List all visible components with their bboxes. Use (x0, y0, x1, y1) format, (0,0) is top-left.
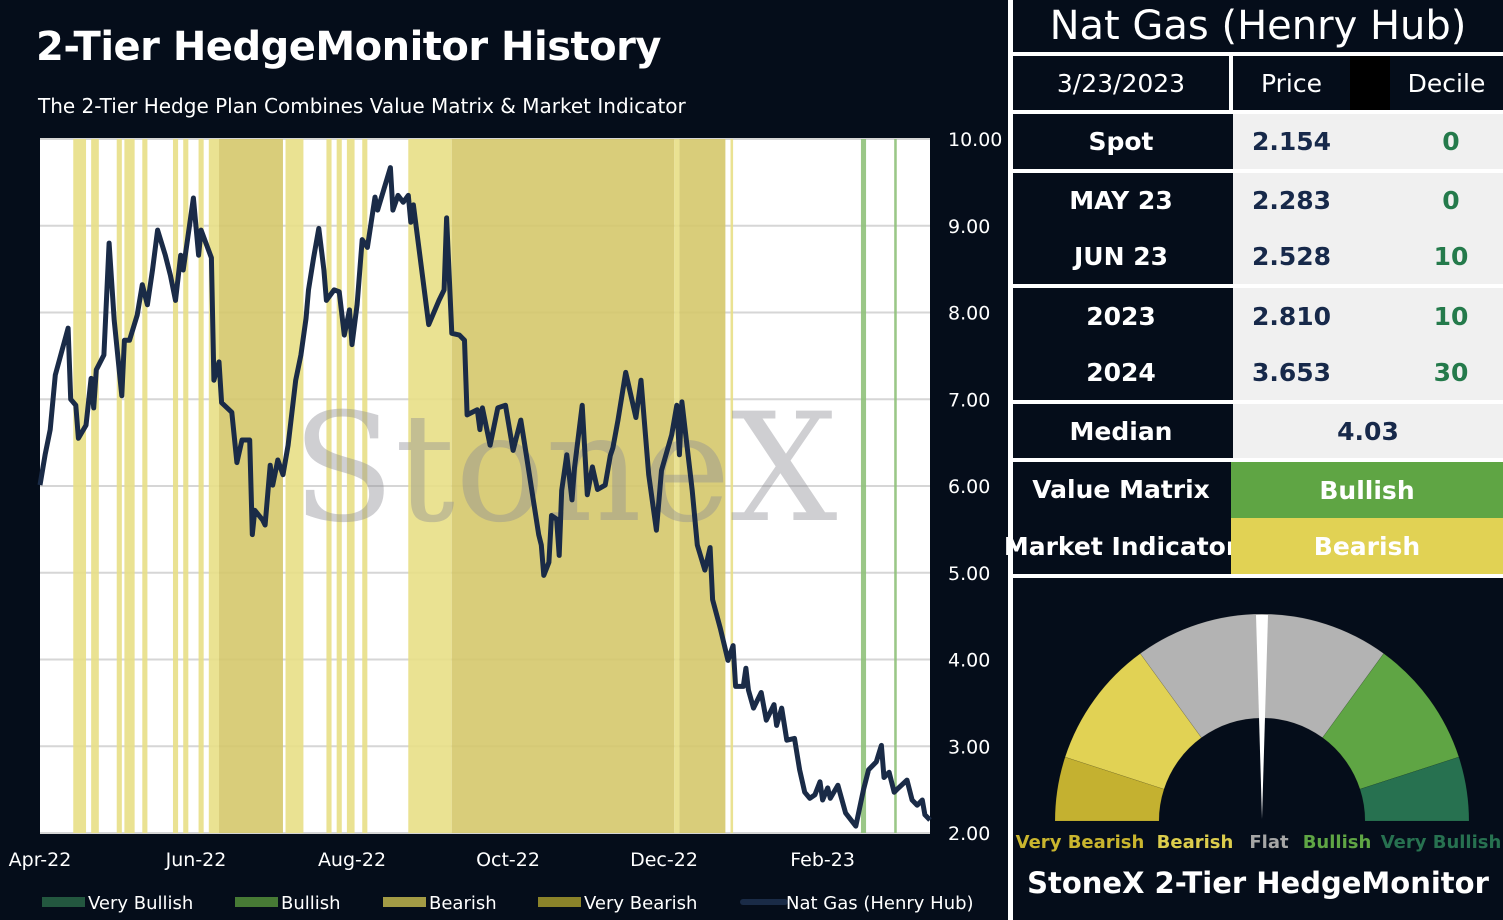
legend-swatch (538, 897, 581, 907)
y-tick-label: 2.00 (948, 823, 990, 845)
signal-band-bullish (894, 139, 897, 833)
panel-title: Nat Gas (Henry Hub) (1013, 0, 1503, 52)
price-jun23: 2.528 (1251, 242, 1332, 271)
median-value: 4.03 (1233, 404, 1503, 458)
x-tick-label: Dec-22 (630, 849, 698, 871)
market-indicator-status: Bearish (1231, 518, 1503, 574)
y-tick-label: 6.00 (948, 476, 990, 498)
y-tick-label: 7.00 (948, 389, 990, 411)
signal-band-bearish (183, 139, 189, 833)
legend-label: Nat Gas (Henry Hub) (786, 893, 974, 914)
legend-label: Very Bullish (88, 893, 193, 914)
summary-panel: Nat Gas (Henry Hub) 3/23/2023 Price Deci… (1004, 0, 1503, 920)
signal-band-bearish (198, 139, 204, 833)
decile-2024: 30 (1433, 357, 1469, 387)
price-header: Price (1233, 56, 1350, 110)
decile-header: Decile (1390, 56, 1503, 110)
row-label-jun23: JUN 23 (1013, 229, 1229, 284)
date-header: 3/23/2023 (1013, 56, 1229, 110)
row-label-may23: MAY 23 (1013, 173, 1229, 228)
x-tick-label: Feb-23 (790, 849, 855, 871)
signal-band-bearish (362, 139, 368, 833)
y-tick-label: 9.00 (948, 216, 990, 238)
gauge-segment-very-bullish (1359, 756, 1470, 822)
decile-spot: 0 (1442, 127, 1460, 156)
gauge-needle (1256, 615, 1268, 819)
signal-band-bearish (326, 139, 332, 833)
x-tick-label: Oct-22 (476, 849, 540, 871)
median-label: Median (1013, 404, 1229, 458)
gauge-label: Very Bullish (1381, 832, 1502, 853)
legend-swatch (42, 897, 85, 907)
gauge-segment-bearish (1064, 653, 1202, 790)
decile-2023: 10 (1433, 301, 1469, 331)
gauge-title: StoneX 2-Tier HedgeMonitor (1027, 866, 1489, 900)
legend-swatch (383, 897, 426, 907)
y-tick-label: 4.00 (948, 650, 990, 672)
y-tick-label: 3.00 (948, 736, 990, 758)
decile-may23: 0 (1442, 186, 1460, 215)
signal-band-bearish (124, 139, 135, 833)
signal-band-bearish (172, 139, 179, 833)
price-2024: 3.653 (1251, 357, 1332, 387)
signal-band-bearish (116, 139, 122, 833)
y-tick-label: 8.00 (948, 303, 990, 325)
row-label-spot: Spot (1013, 114, 1229, 169)
gauge-label: Bullish (1303, 832, 1372, 853)
gauge-segment-bullish (1322, 653, 1460, 790)
chart-title: 2-Tier HedgeMonitor History (36, 24, 661, 70)
market-indicator-label: Market Indicator (1004, 518, 1238, 574)
y-tick-label: 5.00 (948, 563, 990, 585)
signal-band-very-bearish (679, 139, 726, 833)
legend-label: Bearish (429, 893, 497, 914)
gauge-label: Flat (1249, 832, 1289, 853)
signal-band-bearish (142, 139, 148, 833)
signal-band-bearish (208, 139, 220, 833)
gauge-label: Very Bearish (1016, 832, 1145, 853)
legend-swatch (235, 897, 278, 907)
y-tick-label: 10.00 (948, 129, 1002, 151)
signal-band-bearish (91, 139, 99, 833)
history-chart-panel: StoneX 2.00 3.00 4.00 5.00 6.00 7.00 8.00 9.00 1… (8, 24, 1003, 914)
x-tick-label: Jun-22 (165, 849, 227, 871)
legend-label: Very Bearish (584, 893, 697, 914)
x-tick-label: Aug-22 (318, 849, 386, 871)
legend-label: Bullish (281, 893, 341, 914)
hedgemonitor-gauge: Very Bearish Bearish Flat Bullish Very Bulli… (1016, 613, 1502, 853)
signal-band-bearish (285, 139, 304, 833)
price-may23: 2.283 (1251, 186, 1332, 215)
signal-band-bearish (674, 139, 680, 833)
value-matrix-label: Value Matrix (1013, 462, 1229, 517)
gauge-label: Bearish (1157, 832, 1234, 853)
decile-jun23: 10 (1433, 242, 1469, 271)
price-2023: 2.810 (1251, 301, 1332, 331)
row-label-2023: 2023 (1013, 288, 1229, 344)
signal-band-bearish (73, 139, 87, 833)
history-chart: StoneX 2.003.004.005.006.007.008.009.001… (9, 129, 1003, 914)
row-label-2024: 2024 (1013, 344, 1229, 400)
value-matrix-status: Bullish (1231, 462, 1503, 518)
signal-band-bearish (336, 139, 342, 833)
signal-band-bearish (730, 139, 734, 833)
signal-band-bullish (860, 139, 867, 833)
x-tick-label: Apr-22 (9, 849, 72, 871)
signal-band-bearish (346, 139, 355, 833)
price-spot: 2.154 (1251, 127, 1332, 156)
header-spacer (1350, 56, 1390, 110)
chart-subtitle: The 2-Tier Hedge Plan Combines Value Mat… (38, 94, 686, 118)
panel-divider (1008, 0, 1013, 920)
